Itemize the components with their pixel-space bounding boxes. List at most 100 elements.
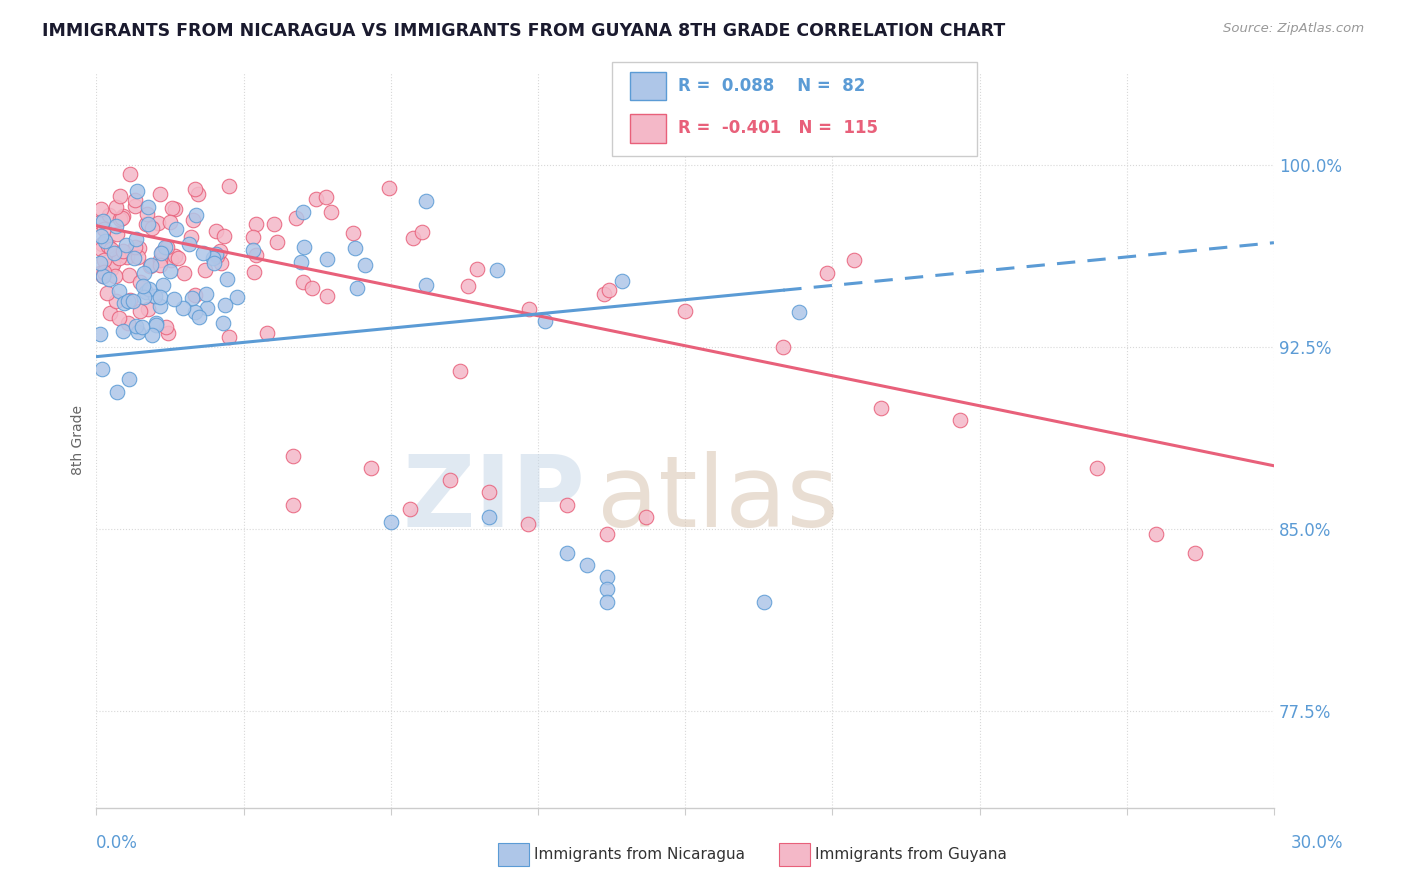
Point bbox=[90, 242, 112, 256]
Point bbox=[108, 311, 131, 326]
Point bbox=[112, 296, 135, 310]
Point bbox=[141, 221, 163, 235]
Point bbox=[595, 582, 617, 597]
Point bbox=[173, 266, 195, 280]
Point bbox=[194, 263, 217, 277]
Point bbox=[344, 241, 367, 255]
Point bbox=[146, 215, 169, 229]
Point bbox=[346, 281, 368, 295]
Text: R =  0.088    N =  82: R = 0.088 N = 82 bbox=[678, 77, 865, 95]
Point bbox=[402, 230, 425, 244]
Text: IMMIGRANTS FROM NICARAGUA VS IMMIGRANTS FROM GUYANA 8TH GRADE CORRELATION CHART: IMMIGRANTS FROM NICARAGUA VS IMMIGRANTS … bbox=[42, 22, 1005, 40]
Point bbox=[93, 252, 115, 267]
Point bbox=[595, 594, 617, 608]
Point bbox=[100, 242, 122, 256]
Point bbox=[449, 364, 471, 378]
Point bbox=[844, 253, 866, 268]
Point bbox=[120, 167, 142, 181]
Point bbox=[103, 246, 125, 260]
Point bbox=[138, 301, 160, 316]
Point bbox=[128, 241, 150, 255]
Point bbox=[159, 252, 181, 267]
Point bbox=[117, 251, 139, 265]
Point bbox=[156, 326, 179, 340]
Point bbox=[342, 226, 364, 240]
Point bbox=[1085, 461, 1108, 475]
Point bbox=[870, 401, 893, 415]
Point bbox=[305, 192, 328, 206]
Point bbox=[159, 264, 181, 278]
Point bbox=[135, 285, 157, 299]
Point bbox=[610, 274, 633, 288]
Point bbox=[180, 230, 202, 244]
Point bbox=[209, 256, 232, 270]
Point bbox=[118, 293, 141, 307]
Point bbox=[118, 372, 141, 386]
Text: Immigrants from Nicaragua: Immigrants from Nicaragua bbox=[534, 847, 745, 862]
Point bbox=[124, 199, 146, 213]
Point bbox=[242, 243, 264, 257]
Point bbox=[595, 526, 617, 541]
Point bbox=[598, 283, 620, 297]
Point bbox=[145, 317, 167, 331]
Point bbox=[439, 473, 461, 487]
Point bbox=[91, 268, 114, 283]
Point bbox=[149, 290, 172, 304]
Point bbox=[114, 237, 136, 252]
Point bbox=[256, 326, 278, 341]
Point bbox=[97, 208, 120, 222]
Point bbox=[787, 304, 810, 318]
Point bbox=[132, 266, 155, 280]
Point bbox=[101, 257, 124, 271]
Point bbox=[181, 213, 204, 227]
Point bbox=[125, 318, 148, 333]
Point bbox=[131, 320, 153, 334]
Point bbox=[478, 485, 501, 500]
Point bbox=[172, 301, 194, 315]
Point bbox=[152, 278, 174, 293]
Point bbox=[218, 330, 240, 344]
Point bbox=[517, 301, 540, 316]
Point bbox=[90, 229, 112, 244]
Point bbox=[191, 246, 214, 260]
Point bbox=[292, 240, 315, 254]
Point bbox=[165, 202, 187, 216]
Point bbox=[202, 256, 225, 270]
Point bbox=[97, 238, 120, 252]
Point bbox=[949, 413, 972, 427]
Point bbox=[127, 325, 149, 339]
Point bbox=[149, 252, 172, 267]
Point bbox=[91, 213, 114, 227]
Point bbox=[128, 275, 150, 289]
Point bbox=[111, 211, 134, 225]
Point bbox=[125, 184, 148, 198]
Point bbox=[104, 200, 127, 214]
Point bbox=[1184, 546, 1206, 560]
Point bbox=[321, 205, 343, 219]
Point bbox=[202, 251, 225, 265]
Point bbox=[1144, 526, 1167, 541]
Point bbox=[415, 194, 437, 209]
Point bbox=[205, 249, 228, 263]
Point bbox=[100, 306, 122, 320]
Point bbox=[149, 300, 172, 314]
Point bbox=[380, 515, 402, 529]
Point bbox=[316, 288, 339, 302]
Point bbox=[112, 324, 135, 338]
Point bbox=[184, 182, 207, 196]
Point bbox=[141, 327, 163, 342]
Point bbox=[93, 265, 115, 279]
Point bbox=[263, 217, 285, 231]
Point bbox=[89, 326, 111, 341]
Point bbox=[184, 208, 207, 222]
Point bbox=[281, 449, 304, 463]
Point bbox=[138, 217, 160, 231]
Point bbox=[290, 255, 312, 269]
Point bbox=[378, 181, 401, 195]
Point bbox=[131, 278, 153, 293]
Point bbox=[165, 221, 187, 235]
Point bbox=[160, 201, 183, 215]
Point bbox=[139, 259, 162, 273]
Point bbox=[110, 188, 132, 202]
Point bbox=[205, 224, 228, 238]
